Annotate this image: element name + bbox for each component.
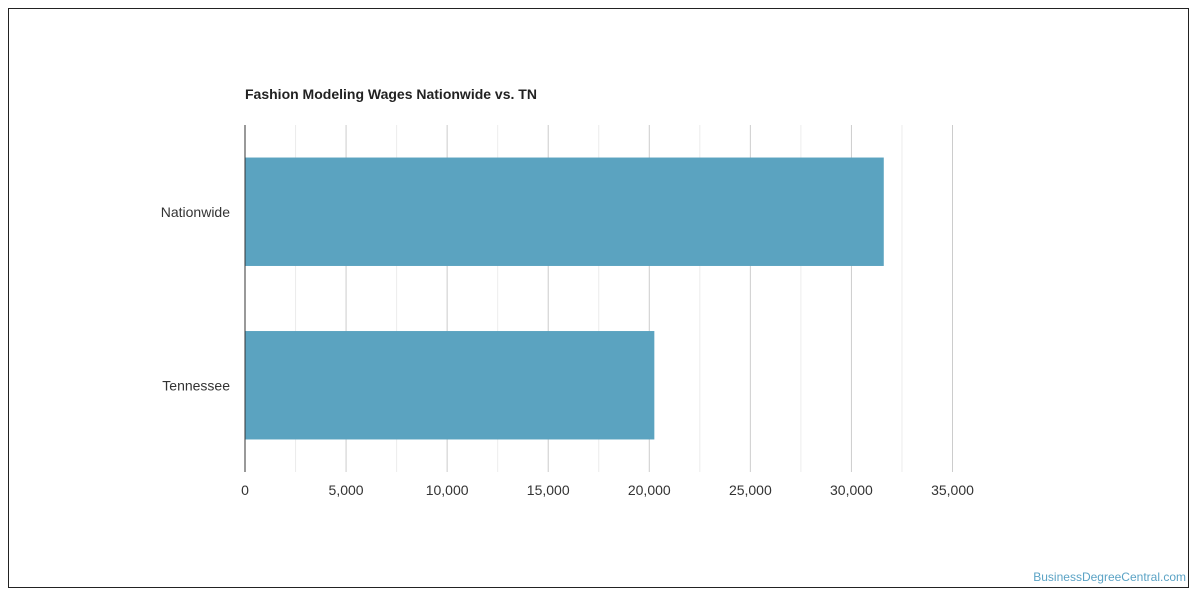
x-tick-label: 30,000 xyxy=(830,482,873,498)
watermark-link[interactable]: BusinessDegreeCentral.com xyxy=(1033,570,1186,584)
x-tick-label: 25,000 xyxy=(729,482,772,498)
x-tick-label: 5,000 xyxy=(329,482,364,498)
x-tick-label: 0 xyxy=(241,482,249,498)
x-tick-label: 10,000 xyxy=(426,482,469,498)
x-tick-label: 35,000 xyxy=(931,482,974,498)
chart-title: Fashion Modeling Wages Nationwide vs. TN xyxy=(245,86,537,102)
bar-tennessee xyxy=(245,331,655,440)
category-label-tennessee: Tennessee xyxy=(162,377,230,393)
category-label-nationwide: Nationwide xyxy=(161,204,230,220)
bar-nationwide xyxy=(245,157,884,266)
x-tick-label: 15,000 xyxy=(527,482,570,498)
x-tick-label: 20,000 xyxy=(628,482,671,498)
